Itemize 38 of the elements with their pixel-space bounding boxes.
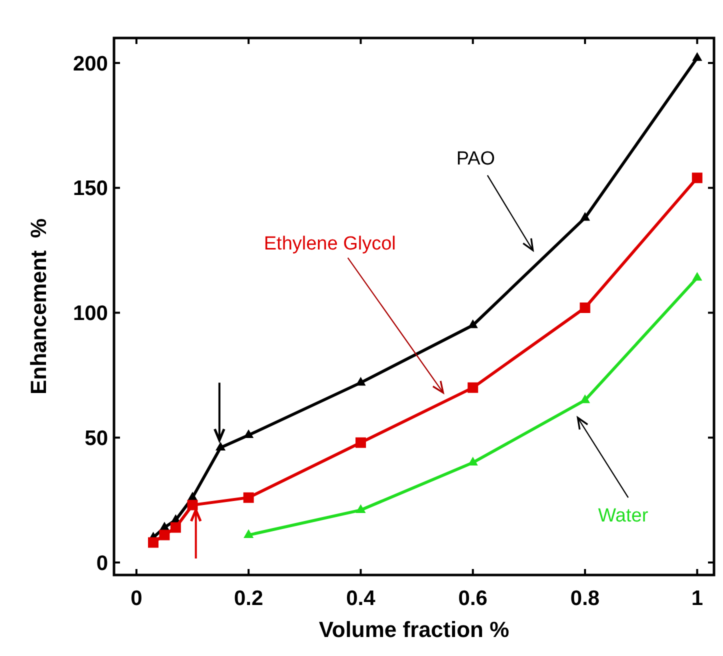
point — [468, 382, 478, 393]
y-tick-label: 100 — [72, 302, 108, 326]
y-tick-label: 150 — [72, 177, 108, 200]
y-tick-label: 200 — [72, 52, 108, 76]
x-tick-label: 0.2 — [234, 587, 264, 610]
x-tick-label: 0.8 — [570, 587, 600, 610]
point — [148, 537, 158, 548]
y-axis-title: Enhancement % — [26, 218, 51, 395]
point — [244, 530, 254, 538]
text: Water — [598, 506, 649, 527]
x-tick-label: 0.4 — [346, 587, 376, 610]
point — [159, 530, 170, 540]
point — [216, 442, 226, 451]
point — [355, 437, 366, 448]
x-tick-label: 0 — [130, 587, 142, 610]
text: PAO — [456, 148, 496, 170]
point — [188, 492, 198, 500]
text: Ethylene Glycol — [264, 233, 396, 254]
point — [356, 377, 366, 386]
y-tick-label: 50 — [84, 426, 108, 450]
point — [243, 492, 254, 503]
point — [160, 522, 170, 530]
x-tick-label: 0.6 — [458, 587, 488, 610]
x-tick-label: 1 — [691, 587, 704, 610]
point — [580, 212, 590, 221]
point — [187, 500, 198, 510]
point — [244, 430, 254, 438]
x-axis-title: Volume fraction % — [318, 617, 510, 642]
point — [468, 457, 478, 466]
point — [468, 320, 478, 328]
y-tick-label: 0 — [96, 552, 108, 575]
point — [580, 302, 590, 313]
point — [356, 504, 366, 513]
point — [692, 272, 702, 281]
point — [692, 172, 702, 184]
point — [580, 394, 590, 404]
point — [170, 522, 181, 533]
point — [692, 52, 702, 61]
